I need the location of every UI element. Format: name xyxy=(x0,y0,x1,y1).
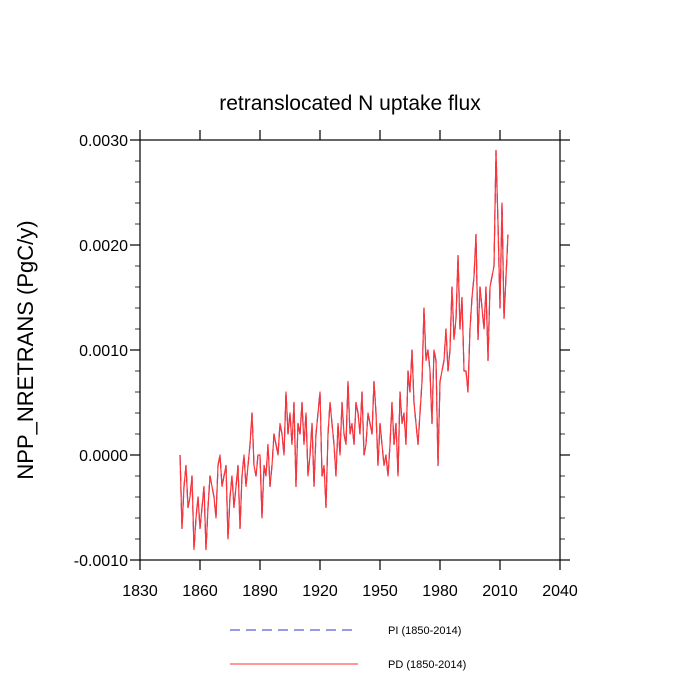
x-tick-label: 1860 xyxy=(182,583,218,600)
legend: PI (1850-2014) PD (1850-2014) xyxy=(230,625,466,671)
x-tick-label: 1890 xyxy=(242,583,278,600)
y-tick-label: 0.0020 xyxy=(79,238,128,255)
axis-ticks: 1830 1860 1890 1920 1950 1980 2010 2040 -0.0010 0… xyxy=(74,130,578,600)
x-tick-label: 1920 xyxy=(302,583,338,600)
x-tick-label: 1980 xyxy=(422,583,458,600)
series-layer xyxy=(179,149,509,551)
series-line-pd xyxy=(179,149,509,551)
y-tick-label: 0.0030 xyxy=(79,133,128,150)
y-tick-label: -0.0010 xyxy=(74,553,128,570)
legend-label-pi: PI (1850-2014) xyxy=(388,625,461,637)
x-tick-label: 2010 xyxy=(482,583,518,600)
series-line-pi xyxy=(179,149,509,551)
y-axis-label: NPP_NRETRANS (PgC/y) xyxy=(13,220,38,479)
x-tick-label: 1830 xyxy=(122,583,158,600)
legend-label-pd: PD (1850-2014) xyxy=(388,659,466,671)
plot-frame xyxy=(139,139,561,561)
x-tick-label: 1950 xyxy=(362,583,398,600)
chart-title: retranslocated N uptake flux xyxy=(219,92,481,115)
y-tick-label: 0.0000 xyxy=(79,448,128,465)
x-tick-label: 2040 xyxy=(542,583,578,600)
y-tick-label: 0.0010 xyxy=(79,343,128,360)
